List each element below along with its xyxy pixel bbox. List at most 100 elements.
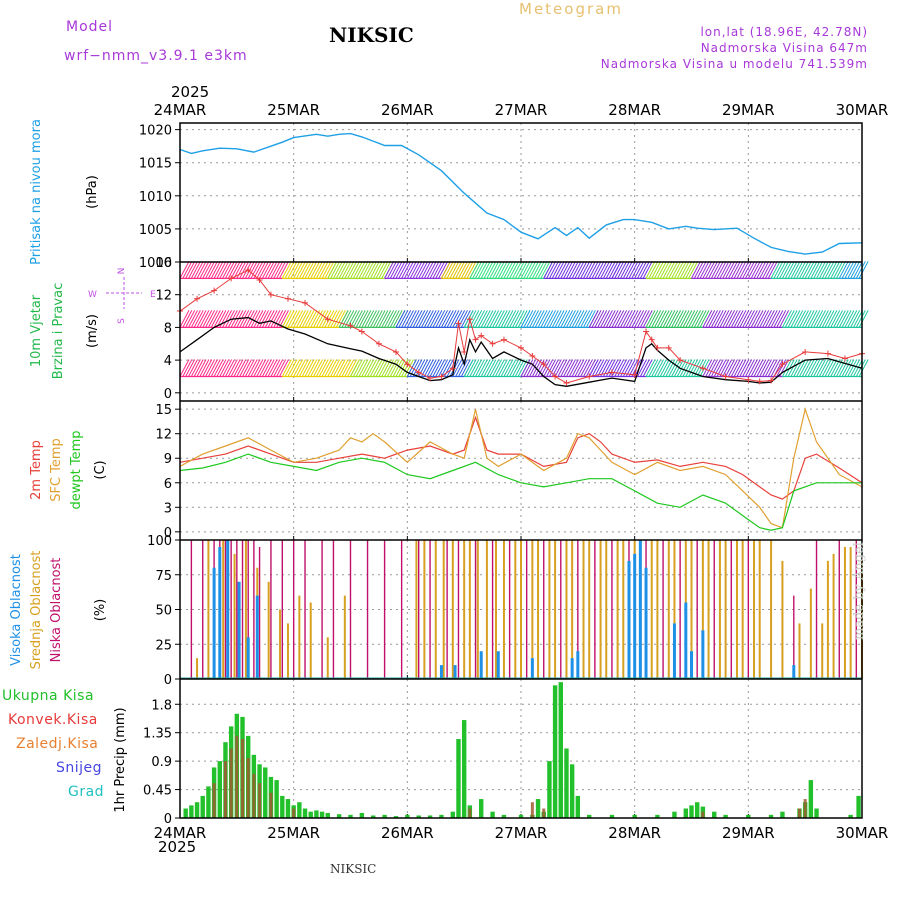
wind-barb (193, 359, 204, 377)
wind-barb (202, 310, 213, 328)
x-day-label-bottom: 28MAR (608, 824, 661, 842)
wind-barb (182, 310, 193, 328)
wind-barb (551, 261, 562, 279)
wind-barb (281, 261, 292, 279)
wind-barb (807, 261, 818, 279)
precip-total-bar (746, 814, 751, 818)
wind-barb (250, 310, 261, 328)
x-day-label-bottom: 30MAR (836, 824, 889, 842)
wind-barb (770, 359, 781, 377)
wind-barb (304, 310, 315, 328)
wind-barb (853, 310, 863, 328)
y-tick-label: 50 (155, 604, 172, 619)
wind-barb (637, 310, 647, 328)
wind-barb (787, 359, 798, 377)
wind-barb (233, 359, 244, 377)
wind-barb (821, 310, 832, 328)
wind-barb (193, 261, 204, 279)
wind-barb (418, 310, 429, 328)
wind-barb (489, 359, 500, 377)
wind-barb (182, 261, 193, 279)
wind-barb (790, 310, 801, 328)
precip-total-bar (393, 816, 399, 818)
wind-barb (512, 261, 522, 279)
wind-barb (747, 310, 758, 328)
wind-barb (247, 261, 258, 279)
wind-barb (367, 261, 377, 279)
wind-barb (568, 261, 579, 279)
x-day-label-top: 25MAR (267, 101, 320, 119)
wind-barb (330, 261, 341, 279)
wind-barb (438, 310, 449, 328)
wind-barb (210, 261, 221, 279)
wind-barb (318, 310, 329, 328)
wind-barb (733, 359, 744, 377)
wind-barb (736, 310, 747, 328)
wind-barb (500, 261, 511, 279)
wind-barb (367, 310, 377, 328)
wind-barb (358, 310, 369, 328)
wind-barb (313, 359, 324, 377)
wind-barb (225, 359, 235, 377)
precip-total-bar (450, 811, 455, 818)
wind-barb (787, 261, 798, 279)
wind-barb (247, 359, 258, 377)
wind-barb (730, 310, 741, 328)
wind-barb (526, 310, 537, 328)
wind-gust-marker (375, 340, 382, 347)
wind-barb (506, 310, 517, 328)
wind-barb (296, 310, 306, 328)
wind-gust-marker (677, 357, 684, 364)
wind-barb (671, 261, 682, 279)
y-tick-label: 0.9 (151, 755, 172, 770)
wind-barb (443, 261, 454, 279)
wind-barb (190, 359, 201, 377)
precip-conv-bar (229, 748, 233, 818)
wind-barb (352, 310, 363, 328)
wind-barb (290, 310, 301, 328)
wind-barb (267, 310, 278, 328)
wind-barb (563, 261, 574, 279)
wind-barb (378, 359, 389, 377)
wind-barb (537, 261, 548, 279)
x-day-label-bottom: 27MAR (495, 824, 548, 842)
wind-barb (594, 261, 605, 279)
wind-barb (375, 359, 386, 377)
wind-barb (631, 310, 642, 328)
wind-barb (494, 359, 505, 377)
y-tick-label: 1005 (139, 223, 172, 238)
wind-barb (773, 310, 784, 328)
wind-barb (753, 359, 764, 377)
wind-barb (571, 310, 582, 328)
wind-barb (287, 310, 298, 328)
precip-total-bar (439, 814, 444, 818)
wind-barb (597, 261, 608, 279)
wind-barb (756, 359, 767, 377)
wind-barb (654, 310, 665, 328)
wind-barb (799, 359, 809, 377)
wind-barb (733, 310, 744, 328)
wind-gust-marker (347, 322, 354, 329)
wind-barb (733, 261, 744, 279)
wind-barb (307, 261, 318, 279)
wind-barb (620, 310, 630, 328)
wind-barb (546, 359, 557, 377)
wind-barb (816, 310, 826, 328)
wind-barb (574, 310, 585, 328)
wind-barb (759, 359, 770, 377)
wind-barb (580, 261, 591, 279)
wind-barb (628, 310, 639, 328)
wind-barb (804, 261, 815, 279)
wind-gust-marker (415, 369, 422, 376)
wind-barb (446, 261, 457, 279)
wind-barb (239, 261, 250, 279)
wind-barb (810, 310, 821, 328)
wind-barb (486, 261, 497, 279)
precip-total-bar (359, 812, 365, 818)
wind-barb (611, 310, 622, 328)
wind-barb (750, 359, 761, 377)
wind-barb (756, 261, 767, 279)
wind-barb (432, 359, 443, 377)
wind-barb (426, 310, 437, 328)
wind-barb (281, 310, 292, 328)
